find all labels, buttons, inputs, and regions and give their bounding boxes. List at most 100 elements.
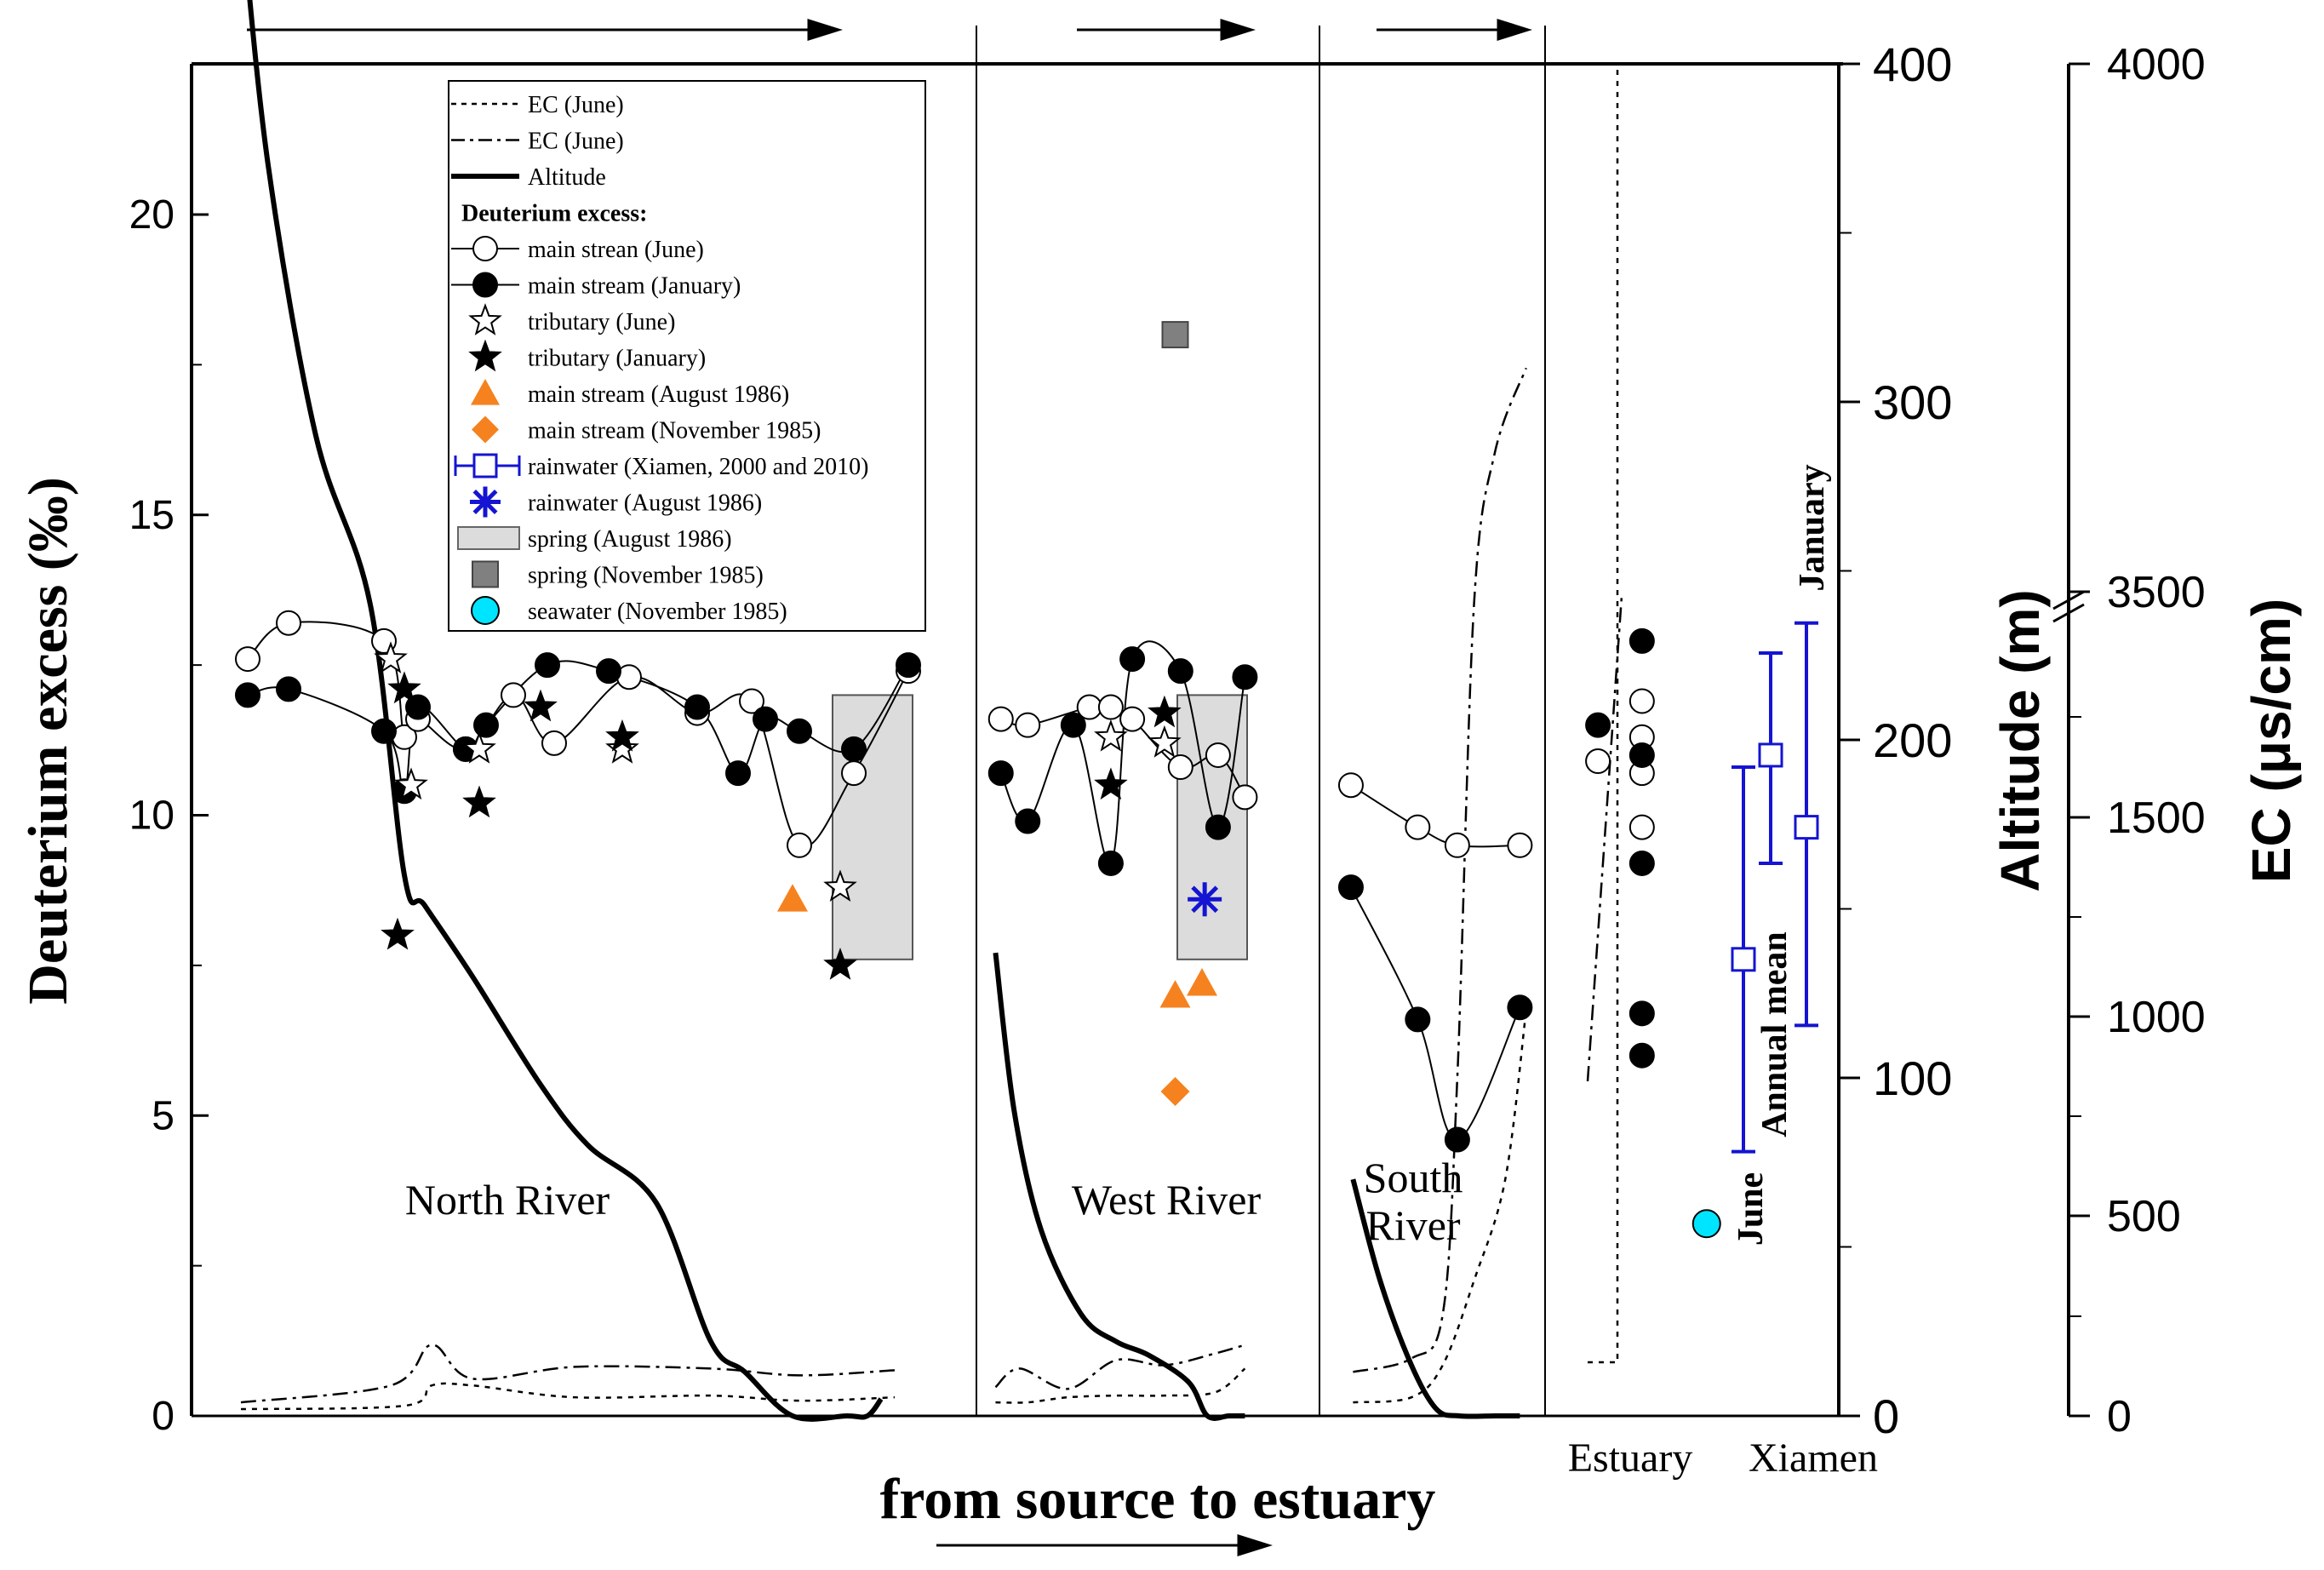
tributary-january-point	[1148, 695, 1182, 728]
main-june-point	[1167, 754, 1193, 781]
panel-label-north: North River	[405, 1176, 610, 1223]
main-january-point	[1015, 808, 1041, 834]
main-january-point	[1167, 658, 1193, 685]
ec-june-dotted-line	[240, 1382, 896, 1411]
y-axis-title-ec: EC (μs/cm)	[2241, 599, 2302, 883]
main-june-point	[501, 682, 526, 708]
legend-symbol	[457, 526, 520, 550]
legend-label: spring (August 1986)	[528, 526, 732, 553]
altitude-tick-label: 100	[1873, 1051, 1952, 1105]
bottom-label-estuary: Estuary	[1568, 1435, 1693, 1481]
legend-label: spring (November 1985)	[528, 563, 764, 589]
tributary-june-point	[823, 869, 857, 902]
main-january-point	[1232, 664, 1258, 690]
tributary-june-point	[374, 641, 408, 673]
xiamen-label-annual: Annual mean	[1755, 931, 1795, 1137]
bottom-label-xiamen: Xiamen	[1749, 1435, 1878, 1481]
main-january-point	[987, 760, 1014, 787]
point-layer	[235, 321, 1819, 1239]
main-january-point	[1629, 850, 1655, 876]
ec-june-dashdot-line	[240, 1344, 896, 1404]
main-january-point	[1205, 814, 1231, 840]
main-june-point	[1337, 772, 1364, 799]
rain-xiamen-mean	[1731, 947, 1756, 972]
main-january-point	[1060, 712, 1086, 738]
main-june-point	[276, 610, 301, 636]
legend-symbol	[471, 596, 500, 625]
main-june-point	[739, 688, 764, 714]
ec-tick-label: 0	[2107, 1392, 2132, 1441]
main-january-point	[1629, 1042, 1655, 1069]
main-june-point	[787, 832, 812, 858]
main-january-point	[896, 652, 921, 679]
spring-aug-1986-box	[832, 694, 913, 960]
main-january-point	[1585, 712, 1611, 738]
panel-label-south-part: River	[1365, 1201, 1460, 1249]
legend-label: EC (June)	[528, 92, 624, 118]
asterisk-stroke	[472, 490, 498, 514]
ec-tick-label: 4000	[2107, 40, 2206, 89]
legend-label: main stream (November 1985)	[528, 418, 821, 444]
legend: EC (June) EC (June) Altitude main strean (J…	[448, 80, 926, 632]
legend-label: EC (June)	[528, 129, 624, 155]
main-january-point	[1629, 1000, 1655, 1027]
main-june-point	[1629, 688, 1655, 714]
ec-june-dashdot-line	[994, 1344, 1245, 1390]
main-january-point	[725, 760, 751, 787]
main-june-point	[1507, 832, 1533, 858]
ec-june-dotted-line	[995, 1367, 1246, 1404]
ec-tick-label: 3500	[2107, 568, 2206, 617]
legend-label: main stream (August 1986)	[528, 381, 789, 408]
rain-aug-1986-point	[1188, 882, 1222, 917]
tributary-january-point	[387, 671, 421, 704]
legend-symbol	[472, 560, 499, 588]
altitude-tick-label: 0	[1873, 1390, 1899, 1443]
legend-symbol	[468, 339, 502, 372]
y-axis-title-left: Deuterium excess (‰)	[17, 477, 79, 1004]
tributary-january-point	[1094, 767, 1128, 800]
main-june-point	[841, 760, 867, 787]
ec-june-dashdot-line	[1586, 595, 1623, 1082]
main-june-point	[1629, 814, 1655, 840]
main-june-point	[1097, 694, 1124, 720]
main-january-point	[1097, 850, 1124, 876]
main-january-point	[787, 718, 812, 744]
main-january-point	[235, 682, 260, 708]
y-axis-title-altitude: Altitude (m)	[1989, 589, 2051, 892]
panel-label-south-part: South	[1364, 1154, 1463, 1201]
spring-nov-1985-point	[1161, 321, 1189, 349]
legend-label: Altitude	[528, 164, 606, 191]
panel-label-west: West River	[1072, 1176, 1262, 1223]
legend-header: Deuterium excess:	[461, 201, 647, 227]
main-june-point	[987, 706, 1014, 732]
legend-label: tributary (January)	[528, 346, 706, 372]
main-june-line	[1350, 784, 1520, 848]
tributary-january-point	[823, 948, 857, 980]
legend-symbol	[471, 379, 500, 405]
main-june-point	[1444, 832, 1470, 858]
legend-label: rainwater (Xiamen, 2000 and 2010)	[528, 454, 868, 480]
rain-xiamen-mean	[1758, 742, 1783, 768]
altitude-line	[247, 0, 884, 1422]
altitude-tick-label: 300	[1873, 375, 1952, 429]
tributary-january-point	[381, 917, 415, 950]
main-june-point	[1232, 784, 1258, 811]
main-january-point	[473, 712, 499, 738]
left-tick-label: 20	[129, 192, 175, 238]
ec-tick-label: 1500	[2107, 794, 2206, 843]
seawater-point	[1691, 1209, 1721, 1239]
main-june-point	[1405, 814, 1431, 840]
legend-label: rainwater (August 1986)	[528, 490, 762, 517]
altitude-line	[993, 952, 1245, 1421]
main-january-point	[1629, 627, 1655, 654]
direction-arrows	[247, 18, 1533, 1557]
ec-tick-label: 500	[2107, 1192, 2181, 1241]
ec-june-dotted-line	[1353, 1010, 1527, 1404]
tributary-june-point	[462, 731, 496, 764]
main-january-point	[1444, 1126, 1470, 1153]
altitude-tick-label: 400	[1873, 37, 1952, 91]
tributary-june-point	[1148, 725, 1182, 758]
legend-label: seawater (November 1985)	[528, 599, 787, 625]
xiamen-label-june: June	[1732, 1172, 1771, 1246]
